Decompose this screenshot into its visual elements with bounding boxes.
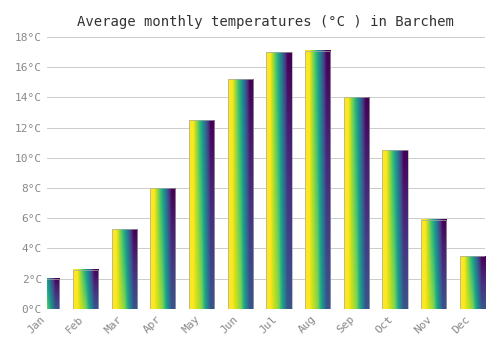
Bar (305, 51, 330, 309)
Bar (266, 52, 291, 309)
Bar (34, 279, 59, 309)
Bar (460, 256, 485, 309)
Bar (189, 120, 214, 309)
Bar (228, 79, 253, 309)
Title: Average monthly temperatures (°C ) in Barchem: Average monthly temperatures (°C ) in Ba… (78, 15, 454, 29)
Bar (112, 229, 137, 309)
Bar (421, 220, 446, 309)
Bar (150, 188, 176, 309)
Bar (344, 98, 369, 309)
Bar (73, 270, 98, 309)
Bar (382, 150, 407, 309)
